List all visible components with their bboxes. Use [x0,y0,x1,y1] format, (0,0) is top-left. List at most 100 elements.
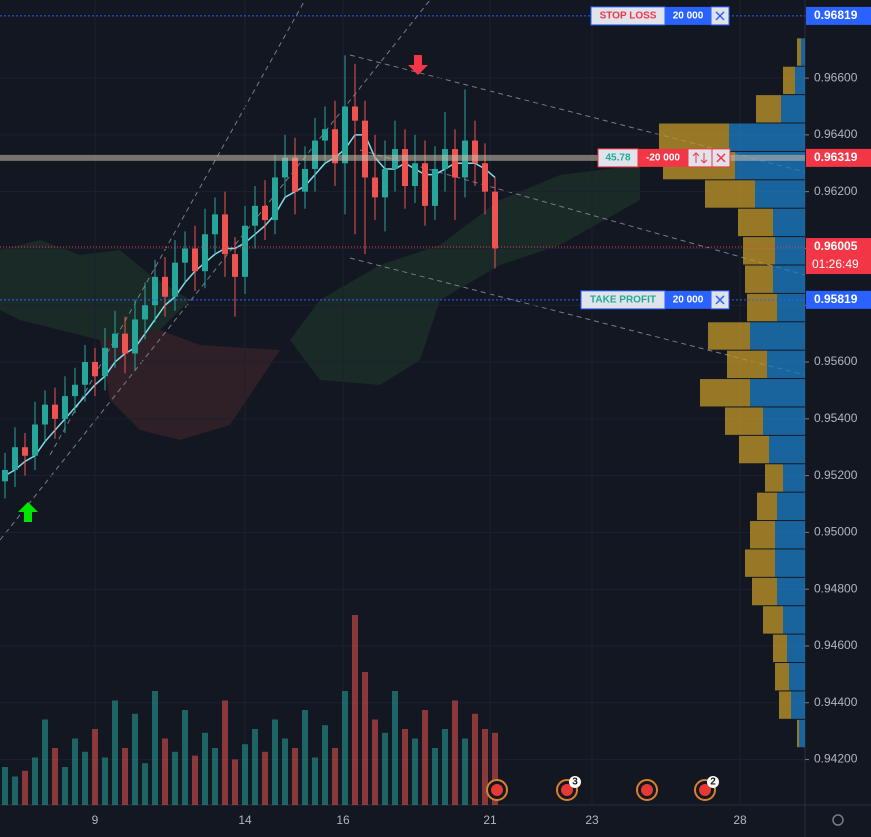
volume-bar [312,757,318,805]
price-tag: 0.96005 [814,239,858,253]
profile-down [750,379,805,407]
candle-body [202,234,208,272]
volume-bar [52,748,58,805]
trend-line [49,0,306,456]
profile-down [750,322,805,350]
candle-body [162,276,168,297]
volume-bar [182,710,188,805]
y-tick-label: 0.94200 [814,752,858,766]
reverse-button[interactable] [687,148,713,168]
profile-down [775,549,805,577]
y-tick-label: 0.94600 [814,638,858,652]
volume-bar [452,700,458,805]
candle-body [42,404,48,425]
candle-body [482,163,488,192]
price-tag-bg [806,148,871,167]
candle-body [92,362,98,377]
volume-bar [92,729,98,805]
order-box[interactable]: TAKE PROFIT 20 000 [580,290,730,310]
position-box[interactable]: 45.78 -20 000 [597,148,731,168]
order-qty: 20 000 [673,11,704,22]
close-icon[interactable] [715,11,725,21]
profile-down [791,691,805,719]
profile-down [775,521,805,549]
volume-bar [252,729,258,805]
order-box[interactable]: STOP LOSS 20 000 [590,6,730,26]
settings-icon[interactable] [832,814,844,826]
x-tick-label: 28 [733,813,747,827]
profile-down [789,663,805,691]
volume-bar [342,691,348,805]
profile-down [773,208,805,237]
profile-up [745,549,775,577]
price-tag: 0.95819 [814,292,858,306]
candle-body [52,404,58,419]
order-qty-bg[interactable] [665,6,711,25]
profile-down [755,180,805,208]
profile-down [787,634,805,663]
position-qty-bg[interactable] [638,148,688,167]
candle-body [102,347,108,377]
volume-bar [242,744,248,805]
settings-gear[interactable] [832,814,844,826]
profile-down [783,464,805,492]
volume-bar [362,672,368,805]
order-qty-bg[interactable] [665,290,711,309]
profile-down [729,123,805,151]
volume-bar [142,763,148,805]
candle-body [72,384,78,397]
candle-body [262,205,268,221]
profile-down [801,38,805,66]
profile-down [783,606,805,634]
y-tick-label: 0.96200 [814,184,858,198]
profile-up [745,265,773,293]
candle-body [322,129,328,141]
candle-body [232,254,238,277]
volume-bar [302,710,308,805]
close-icon[interactable] [715,295,725,305]
volume-bar [412,738,418,805]
y-tick-label: 0.96600 [814,70,858,84]
price-tag-bg [806,290,871,309]
candle-body [112,333,118,348]
order-label: TAKE PROFIT [590,294,656,305]
candle-body [312,140,318,169]
volume-bar [62,767,68,805]
candle-body [242,225,248,277]
profile-down [777,492,805,521]
profile-up [705,180,755,208]
candle-body [182,248,188,263]
volume-bar [292,748,298,805]
volume-bar [202,732,208,805]
volume-bar [482,729,488,805]
candle-body [492,191,498,249]
candle-body [352,106,358,121]
event-flag [641,784,653,796]
event-count: 3 [572,777,578,788]
x-tick-label: 9 [92,813,99,827]
reverse-icon[interactable] [692,152,708,164]
volume-bar [152,691,158,805]
position-qty: -20 000 [646,153,680,164]
volume-bar [332,748,338,805]
event-badge [707,776,719,788]
candle-body [22,447,28,456]
volume-bar [382,732,388,805]
close-icon[interactable] [716,153,726,163]
candle-body [292,157,298,192]
volume-bar [422,710,428,805]
volume-bar [472,713,478,805]
candle-body [472,140,478,164]
candle-body [212,214,218,235]
candle-body [342,106,348,164]
profile-up [738,208,773,237]
volume-bar [232,759,238,805]
volume-bar [322,725,328,805]
volume-bar [82,751,88,805]
profile-up [752,577,777,606]
volume-bar [192,755,198,805]
volume-bar [432,748,438,805]
candle-body [222,214,228,255]
